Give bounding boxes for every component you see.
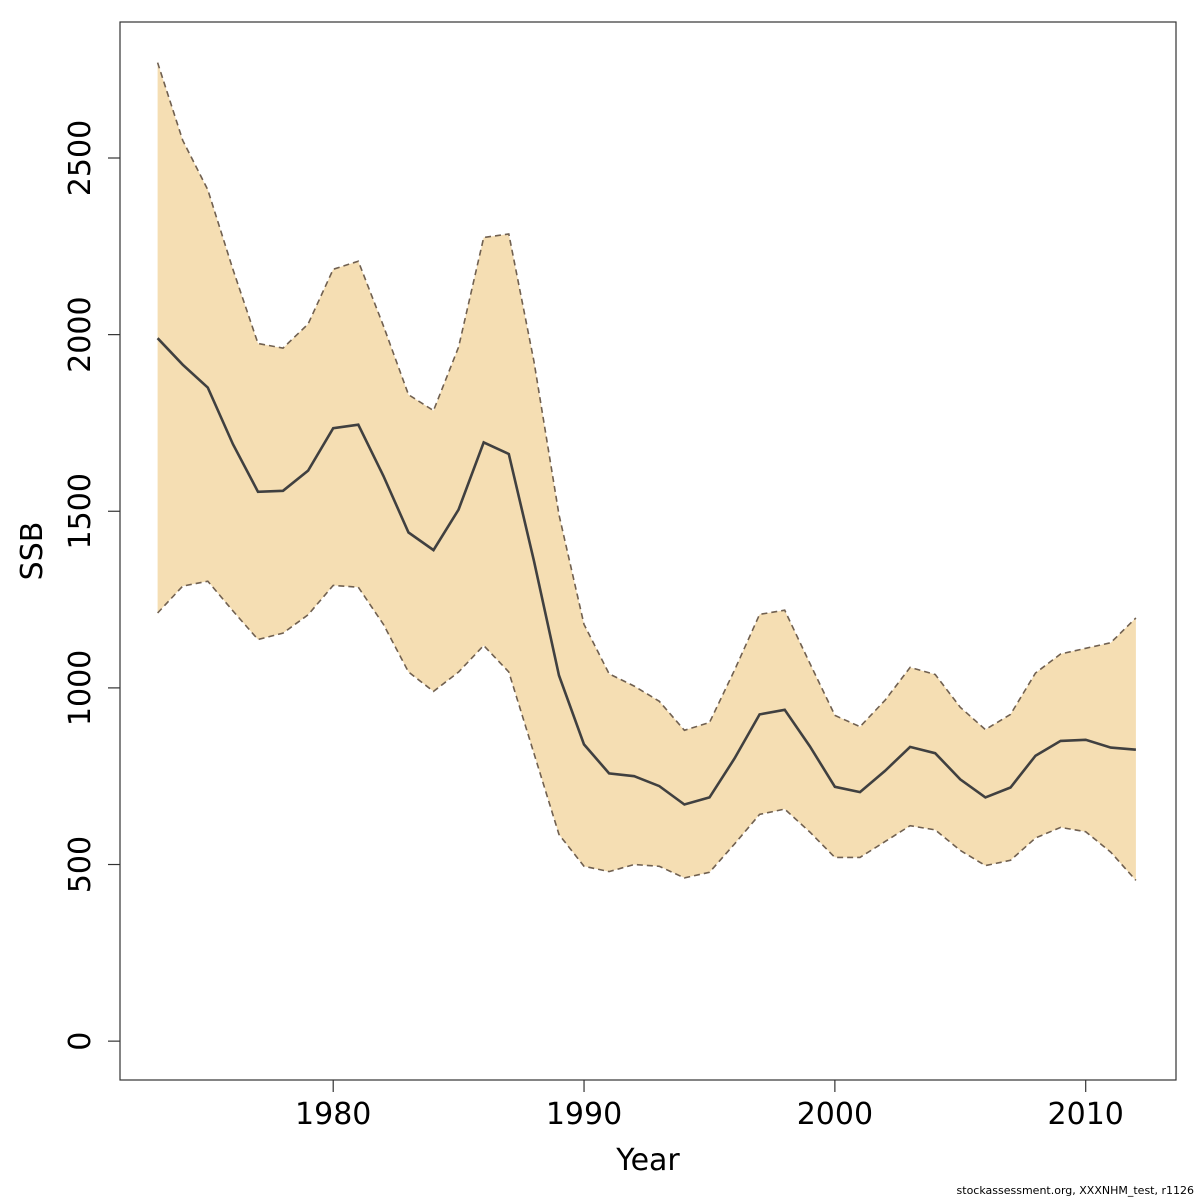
footer-credit: stockassessment.org, XXXNHM_test, r1126 (957, 1184, 1194, 1197)
confidence-band (157, 62, 1136, 881)
ssb-estimate-line (156, 337, 1137, 806)
y-axis-label: SSB (15, 522, 50, 581)
y-tick-label: 0 (63, 1032, 98, 1051)
x-tick-label: 1990 (546, 1097, 622, 1132)
lower-bound-line (157, 580, 1137, 881)
plot-frame (119, 21, 1177, 1081)
y-tick-label: 1000 (63, 650, 98, 726)
x-tick-label: 1980 (295, 1097, 371, 1132)
y-tick-label: 500 (63, 836, 98, 893)
y-tick-label: 2000 (63, 296, 98, 372)
x-tick-label: 2000 (797, 1097, 873, 1132)
y-tick-label: 2500 (63, 120, 98, 196)
x-tick-label: 2010 (1048, 1097, 1124, 1132)
y-tick-label: 1500 (63, 473, 98, 549)
y-axis: 0 500 1000 1500 2000 2500 (63, 120, 120, 1051)
x-axis: 1980 1990 2000 2010 (295, 1080, 1124, 1132)
x-axis-label: Year (615, 1143, 680, 1178)
